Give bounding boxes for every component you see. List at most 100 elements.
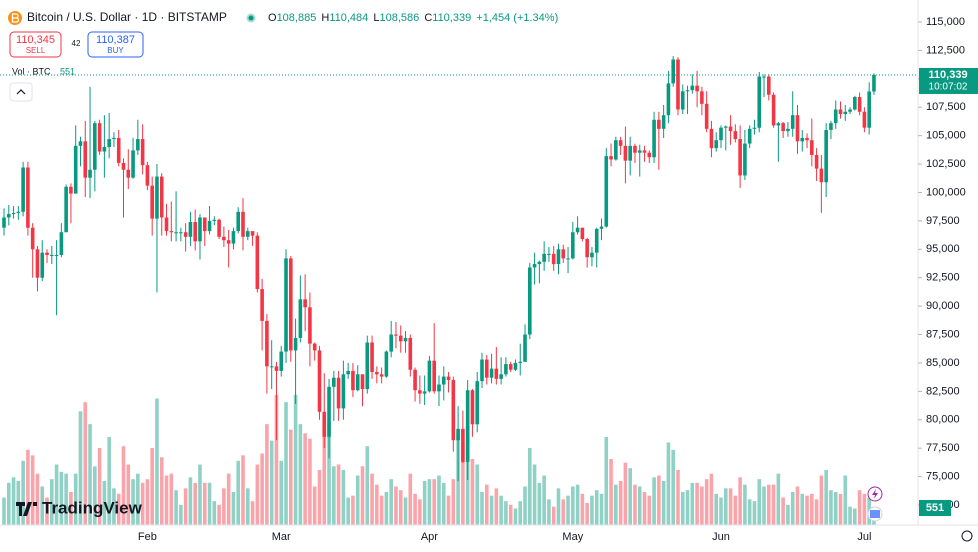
candle-body	[580, 227, 585, 240]
candle-body	[484, 359, 489, 378]
symbol-icon-glyph	[11, 13, 20, 23]
y-tick-label: 90,000	[926, 300, 960, 312]
buy-label[interactable]: BUY	[107, 46, 124, 55]
candle-body	[528, 267, 532, 335]
volume-bar	[848, 506, 852, 525]
candle-body	[69, 186, 73, 194]
volume-bar	[757, 479, 762, 525]
buy-box[interactable]	[87, 31, 144, 58]
volume-bar	[183, 488, 188, 525]
market-status[interactable]	[248, 15, 254, 21]
sell-button[interactable]: 110,345 SELL	[9, 31, 62, 58]
candle-body	[771, 94, 776, 126]
volume-bar	[738, 477, 742, 525]
sell-price[interactable]: 110,345	[16, 34, 55, 46]
volume-bar	[647, 495, 652, 525]
volume-bar	[418, 499, 422, 525]
volume-bar	[781, 497, 785, 525]
volume-bar	[575, 484, 580, 525]
candle-body	[657, 119, 661, 129]
candle-body	[202, 217, 207, 232]
y-tick-label: 75,000	[926, 470, 960, 482]
candle-body	[83, 141, 88, 178]
logo: TradingView	[16, 498, 143, 517]
volume-bar	[394, 486, 398, 525]
candle-body	[217, 219, 221, 237]
collapse-icon	[16, 89, 26, 95]
candle-body	[389, 334, 393, 352]
volume-bar	[795, 486, 800, 525]
candle-body	[470, 390, 475, 425]
volume-bar	[666, 442, 671, 525]
candle-body	[212, 219, 217, 221]
legend-value: 108,586	[379, 12, 419, 24]
candle-body	[207, 220, 212, 232]
buy-price[interactable]: 110,387	[96, 34, 135, 46]
y-tick-label: 107,500	[926, 101, 966, 113]
buy-button[interactable]: 110,387 BUY	[87, 31, 144, 58]
volume-bar	[375, 484, 379, 525]
candle-body	[93, 123, 97, 170]
candle-body	[614, 140, 618, 160]
symbol-title[interactable]: Bitcoin / U.S. Dollar · 1D · BITSTAMP	[27, 10, 227, 24]
candle-body	[164, 217, 169, 232]
volume-bar	[542, 475, 546, 525]
candle-body	[265, 320, 269, 367]
volume-bar	[279, 460, 284, 525]
candle-body	[618, 140, 623, 146]
collapse-button[interactable]	[9, 82, 33, 102]
volume-bar	[384, 492, 389, 525]
volume-bar	[633, 484, 637, 525]
volume-bar	[657, 475, 661, 525]
candle-body	[413, 369, 417, 391]
volume-bar	[475, 464, 480, 525]
settings-icon[interactable]	[961, 530, 973, 542]
candle-body	[786, 128, 790, 132]
volume-bar	[303, 433, 307, 525]
volume-bar	[26, 449, 30, 525]
y-tick-label: 87,500	[926, 328, 960, 340]
candle-body	[255, 235, 260, 290]
volume-bar	[489, 495, 494, 525]
candle-body	[609, 156, 613, 160]
volume-bar	[623, 462, 628, 525]
sell-label[interactable]: SELL	[26, 46, 46, 55]
volume-bar	[432, 479, 436, 525]
volume-bar	[437, 475, 441, 525]
volume-bar	[480, 492, 484, 525]
volume-bar	[604, 437, 609, 525]
countdown: 10:07:02	[929, 82, 968, 93]
volume-bar	[379, 495, 384, 525]
volume-bar	[351, 495, 355, 525]
volume-bar	[810, 493, 814, 525]
y-tick-label: 100,000	[926, 186, 966, 198]
candle-body	[11, 212, 16, 215]
volume-bar	[805, 495, 809, 525]
volume-bar	[556, 488, 561, 525]
candle-body	[384, 351, 389, 377]
candle-body	[451, 379, 456, 441]
y-tick-label: 82,500	[926, 385, 960, 397]
candle-body	[437, 384, 441, 392]
volume-bar	[88, 424, 92, 525]
candle-body	[2, 217, 6, 228]
candle-body	[709, 128, 714, 149]
volume-bar	[771, 484, 776, 525]
volume-bar	[614, 484, 618, 525]
candle-body	[50, 254, 54, 256]
volume-bar	[599, 493, 604, 525]
sell-box[interactable]	[9, 31, 62, 58]
candle-body	[140, 139, 145, 166]
logo-mark	[16, 502, 37, 516]
candle-body	[279, 351, 284, 371]
volume-bar	[422, 481, 427, 525]
volume-bar	[532, 464, 537, 525]
candle-body	[260, 289, 264, 321]
legend-value: 110,339	[432, 12, 471, 24]
candle-body	[332, 377, 336, 387]
volume-bar	[786, 504, 790, 525]
volume-bar	[59, 471, 64, 525]
candle-body	[676, 59, 680, 110]
volume-bar	[441, 482, 446, 525]
y-tick-label: 80,000	[926, 414, 960, 426]
